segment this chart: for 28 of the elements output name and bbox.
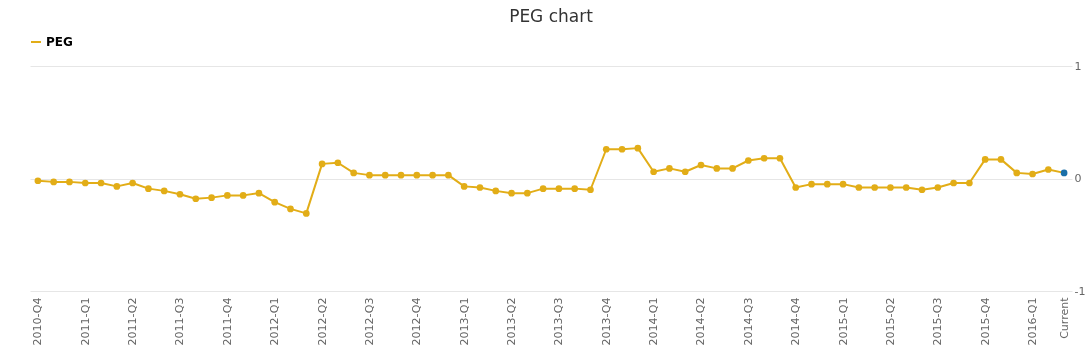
x-tick-label: 2014-Q2 [694, 297, 708, 346]
x-tick-label: 2012-Q1 [268, 297, 282, 346]
x-tick-label: 2015-Q4 [978, 297, 992, 346]
y-tick-label: -1 [1074, 284, 1086, 298]
x-tick-label: 2013-Q4 [599, 297, 613, 346]
x-tick-label: 2012-Q2 [315, 297, 329, 346]
x-tick-label: 2013-Q3 [552, 297, 566, 346]
x-tick-label: 2011-Q1 [78, 297, 92, 346]
y-tick-label: 0 [1074, 172, 1082, 185]
x-tick-label: 2010-Q4 [31, 297, 45, 346]
x-tick-label: 2012-Q3 [362, 297, 376, 346]
x-tick-label: 2011-Q2 [126, 297, 140, 346]
x-tick-label: 2012-Q4 [410, 297, 424, 346]
legend-label: PEG [46, 35, 73, 49]
x-tick-label: Current [1057, 296, 1071, 339]
x-tick-label: 2011-Q3 [173, 297, 187, 346]
x-tick-label: 2014-Q1 [647, 297, 661, 346]
x-tick-label: 2014-Q4 [789, 297, 803, 346]
x-tick-label: 2014-Q3 [741, 297, 755, 346]
x-tick-label: 2016-Q1 [1026, 297, 1040, 346]
y-tick-label: 1 [1074, 59, 1082, 73]
x-tick-label: 2013-Q2 [505, 297, 519, 346]
x-tick-label: 2015-Q3 [931, 297, 945, 346]
x-tick-label: 2015-Q1 [836, 297, 850, 346]
x-tick-label: 2015-Q2 [883, 297, 897, 346]
x-tick-label: 2013-Q1 [457, 297, 471, 346]
x-tick-label: 2011-Q4 [220, 297, 234, 346]
chart-title: PEG chart [509, 6, 594, 26]
